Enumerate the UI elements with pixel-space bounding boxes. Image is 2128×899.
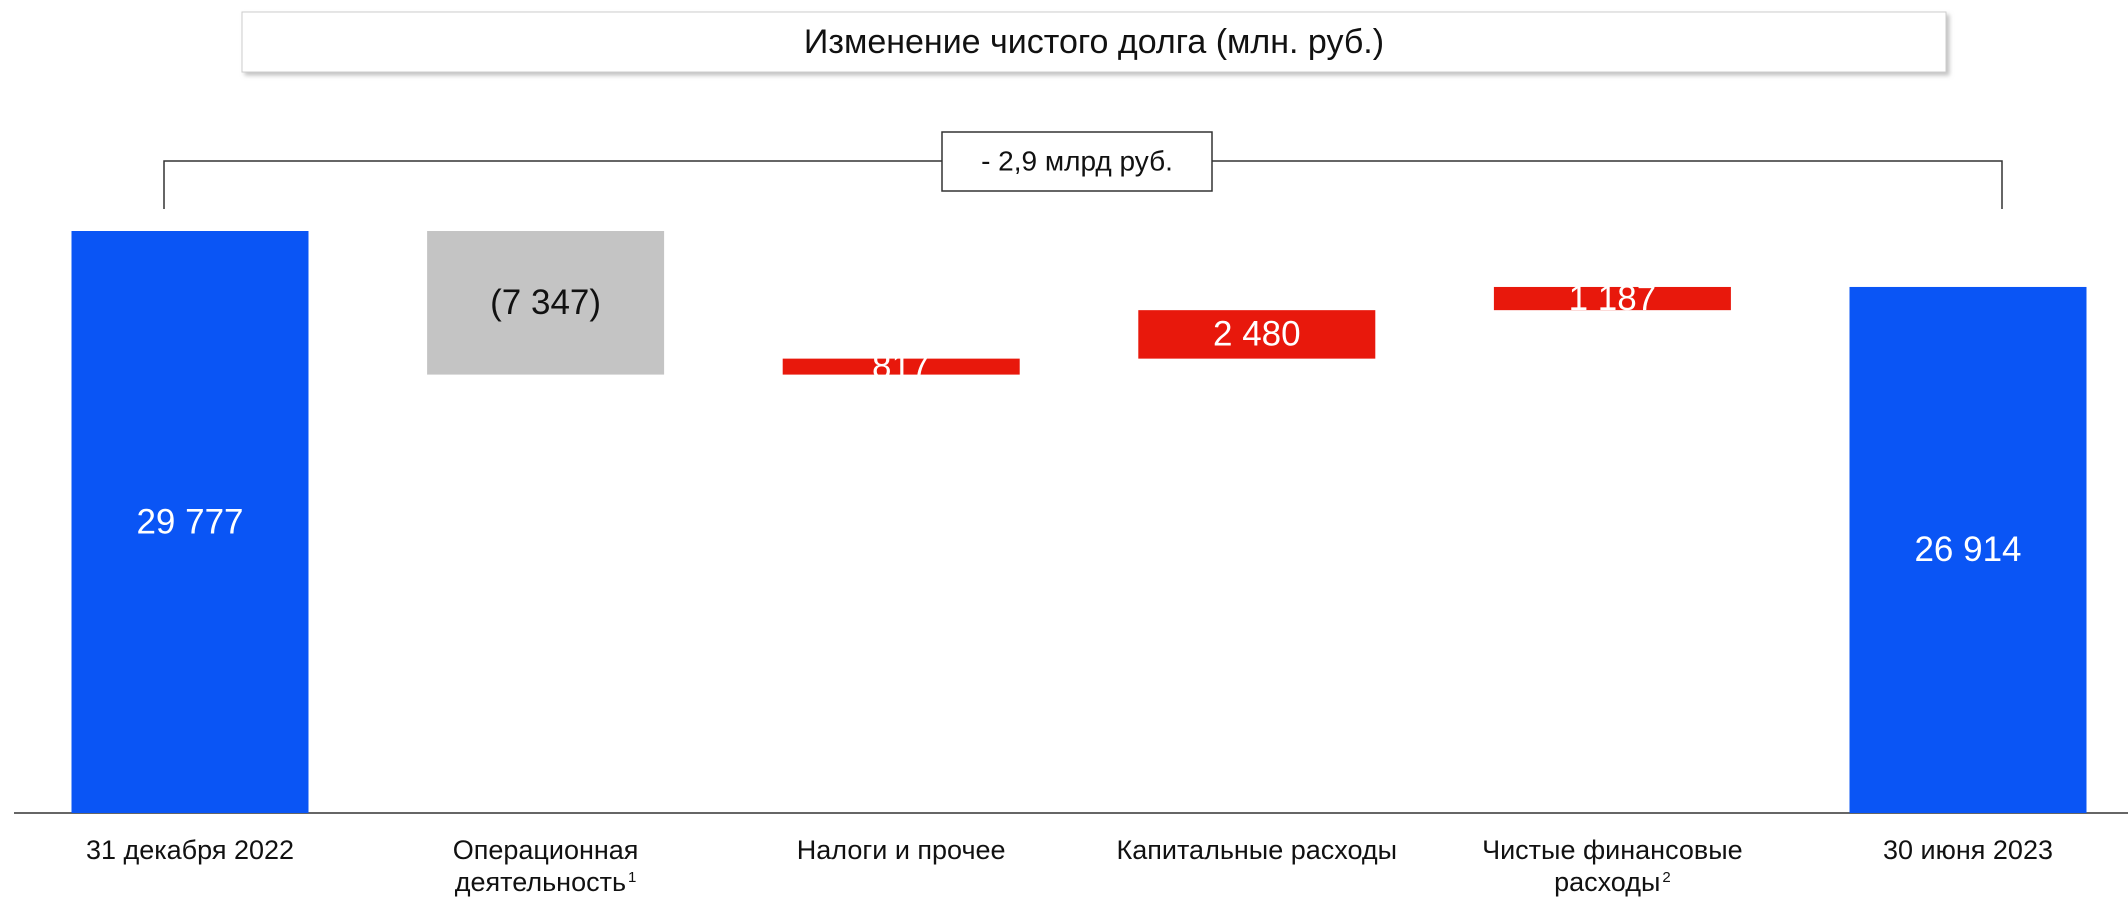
annotation-box bbox=[941, 131, 1213, 192]
value-label: 29 777 bbox=[136, 502, 243, 541]
annotation: - 2,9 млрд руб. bbox=[981, 145, 1173, 176]
bracket bbox=[163, 160, 2003, 209]
value-label: (7 347) bbox=[490, 283, 601, 322]
category-text: Налоги и прочее bbox=[796, 835, 1006, 865]
x-tick-label: 30 июня 2023 bbox=[1798, 834, 2128, 866]
x-tick-label: Налоги и прочее bbox=[731, 834, 1071, 866]
chart-title: Изменение чистого долга (млн. руб.) bbox=[804, 23, 1384, 61]
value-label: 26 914 bbox=[1914, 530, 2021, 569]
title-box bbox=[241, 11, 1947, 73]
value-label: 2 480 bbox=[1213, 315, 1301, 354]
category-text: 30 июня 2023 bbox=[1883, 835, 2053, 865]
value-label: 1 187 bbox=[1569, 279, 1657, 318]
footnote-mark: 2 bbox=[1662, 869, 1671, 886]
x-tick-label: Операционная деятельность 1 bbox=[376, 834, 716, 898]
bar bbox=[1849, 286, 2087, 814]
bar bbox=[1138, 310, 1376, 359]
x-tick-label: 31 декабря 2022 bbox=[20, 834, 360, 866]
category-text: Капитальные расходы bbox=[1116, 835, 1398, 865]
category-text: 31 декабря 2022 bbox=[85, 835, 295, 865]
category-text: Чистые финансовые расходы bbox=[1482, 835, 1743, 897]
x-tick-label: Капитальные расходы bbox=[1087, 834, 1427, 866]
bar bbox=[71, 231, 309, 813]
bar bbox=[782, 358, 1020, 375]
x-tick-label: Чистые финансовые расходы 2 bbox=[1442, 834, 1782, 898]
category-text: Операционная деятельность bbox=[452, 835, 639, 897]
footnote-mark: 1 bbox=[628, 869, 637, 886]
bar bbox=[1493, 286, 1731, 311]
value-label: 817 bbox=[872, 347, 930, 386]
bar bbox=[427, 231, 665, 375]
